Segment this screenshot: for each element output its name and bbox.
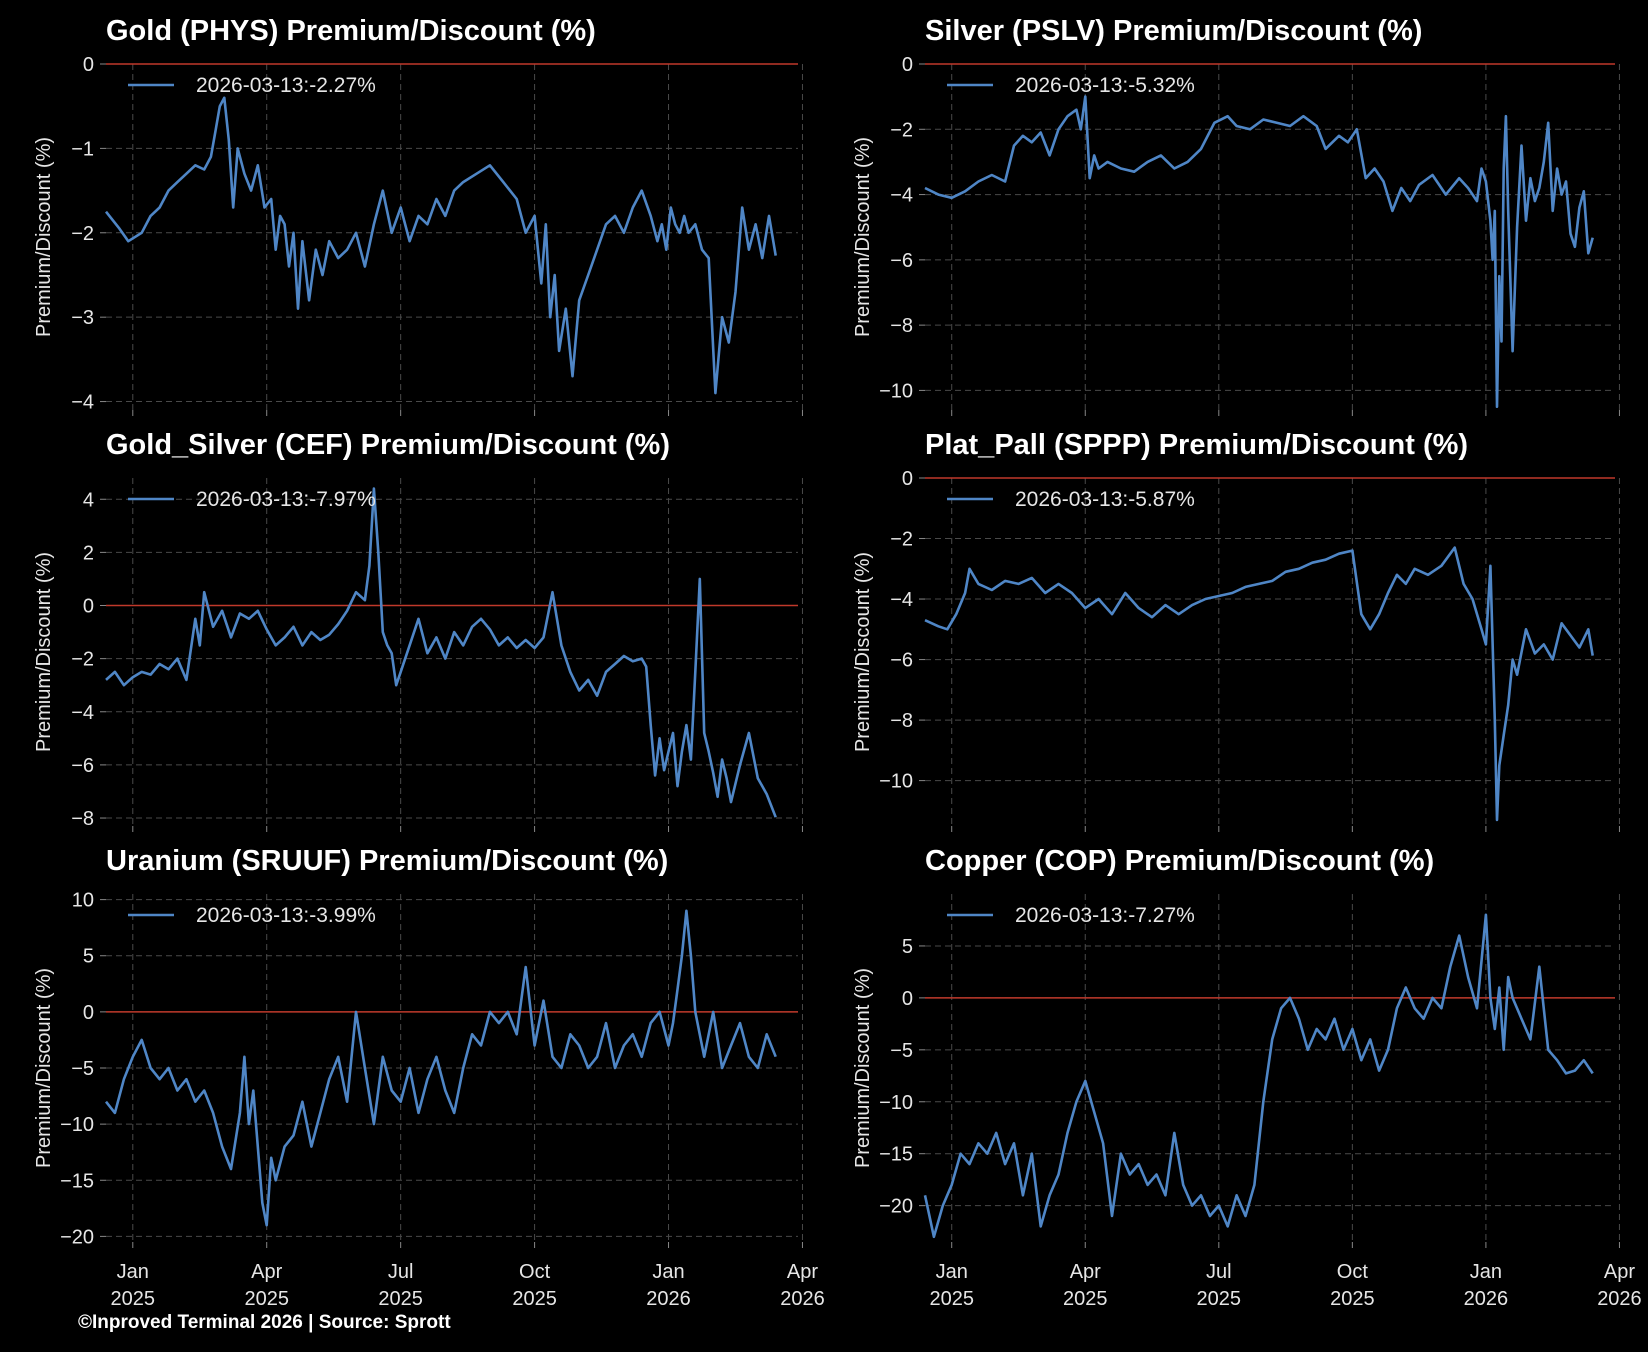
footer-credit: ©Inproved Terminal 2026 | Source: Sprott bbox=[78, 1312, 451, 1333]
y-tick-label: −4 bbox=[71, 702, 94, 724]
y-tick-label: −8 bbox=[71, 808, 94, 830]
y-tick-label: 0 bbox=[902, 54, 913, 76]
y-tick-label: −5 bbox=[71, 1058, 94, 1080]
y-tick-label: −6 bbox=[71, 755, 94, 777]
chart-title: Uranium (SRUUF) Premium/Discount (%) bbox=[106, 845, 668, 877]
legend-label: 2026-03-13:-3.99% bbox=[196, 904, 376, 927]
x-tick-label-year: 2025 bbox=[1197, 1288, 1242, 1310]
series-line bbox=[924, 546, 1594, 822]
y-tick-label: 0 bbox=[83, 596, 94, 618]
y-tick-label: −10 bbox=[60, 1114, 94, 1136]
y-tick-label: −2 bbox=[890, 119, 913, 141]
chart-panel-1: Gold (PHYS) Premium/Discount (%) 0 −1 −2 −3 −… bbox=[33, 15, 803, 416]
x-tick-label-month: Apr bbox=[787, 1261, 818, 1283]
x-tick-label-year: 2026 bbox=[1464, 1288, 1509, 1310]
y-tick-label: −4 bbox=[890, 185, 913, 207]
y-tick-label: −10 bbox=[879, 380, 913, 402]
y-tick-label: −20 bbox=[60, 1226, 94, 1248]
y-tick-label: −6 bbox=[890, 650, 913, 672]
y-tick-label: 10 bbox=[72, 890, 94, 912]
chart-title: Gold (PHYS) Premium/Discount (%) bbox=[106, 15, 596, 47]
y-tick-label: 0 bbox=[902, 468, 913, 490]
chart-panel-6: Copper (COP) Premium/Discount (%) 5 0 −5 −10… bbox=[852, 845, 1642, 1310]
x-tick-label-month: Jan bbox=[936, 1261, 968, 1283]
x-tick-label-year: 2025 bbox=[244, 1288, 289, 1310]
y-tick-label: 5 bbox=[83, 946, 94, 968]
y-tick-label: −8 bbox=[890, 315, 913, 337]
legend-label: 2026-03-13:-7.97% bbox=[196, 488, 376, 511]
y-tick-label: 0 bbox=[83, 1002, 94, 1024]
y-axis-label: Premium/Discount (%) bbox=[852, 968, 874, 1168]
chart-panel-4: Plat_Pall (SPPP) Premium/Discount (%) 0 −2… bbox=[852, 429, 1620, 832]
chart-title: Plat_Pall (SPPP) Premium/Discount (%) bbox=[925, 429, 1468, 461]
y-tick-label: −2 bbox=[890, 529, 913, 551]
legend-label: 2026-03-13:-5.32% bbox=[1015, 74, 1195, 97]
series-line bbox=[105, 487, 777, 818]
chart-panel-2: Silver (PSLV) Premium/Discount (%) 0 −2 −4 −… bbox=[852, 15, 1620, 416]
series-line bbox=[924, 95, 1594, 408]
legend-label: 2026-03-13:-2.27% bbox=[196, 74, 376, 97]
x-tick-label-year: 2025 bbox=[929, 1288, 974, 1310]
x-tick-label-year: 2025 bbox=[1063, 1288, 1108, 1310]
chart-panel-5: Uranium (SRUUF) Premium/Discount (%) 10 5 0… bbox=[33, 845, 825, 1310]
y-tick-label: −10 bbox=[879, 771, 913, 793]
x-tick-label-month: Apr bbox=[251, 1261, 282, 1283]
x-tick-label-year: 2026 bbox=[780, 1288, 825, 1310]
chart-panel-3: Gold_Silver (CEF) Premium/Discount (%) 4 2… bbox=[33, 429, 803, 832]
y-axis-label: Premium/Discount (%) bbox=[852, 137, 874, 337]
y-axis-label: Premium/Discount (%) bbox=[33, 552, 55, 752]
chart-title: Silver (PSLV) Premium/Discount (%) bbox=[925, 15, 1422, 47]
x-tick-label-month: Oct bbox=[1337, 1261, 1369, 1283]
y-tick-label: 0 bbox=[902, 988, 913, 1010]
y-tick-label: −4 bbox=[890, 589, 913, 611]
y-tick-label: 2 bbox=[83, 542, 94, 564]
y-tick-label: −8 bbox=[890, 710, 913, 732]
y-tick-label: −15 bbox=[60, 1170, 94, 1192]
x-tick-label-year: 2025 bbox=[111, 1288, 156, 1310]
y-tick-label: −20 bbox=[879, 1196, 913, 1218]
chart-title: Copper (COP) Premium/Discount (%) bbox=[925, 845, 1434, 877]
y-tick-label: 0 bbox=[83, 54, 94, 76]
x-tick-label-month: Jan bbox=[117, 1261, 149, 1283]
x-tick-label-year: 2026 bbox=[1597, 1288, 1642, 1310]
series-line bbox=[104, 909, 777, 1227]
y-tick-label: −2 bbox=[71, 223, 94, 245]
x-tick-label-year: 2025 bbox=[378, 1288, 423, 1310]
x-tick-label-month: Jul bbox=[1206, 1261, 1232, 1283]
chart-title: Gold_Silver (CEF) Premium/Discount (%) bbox=[106, 429, 670, 461]
y-axis-label: Premium/Discount (%) bbox=[33, 137, 55, 337]
y-tick-label: −5 bbox=[890, 1040, 913, 1062]
y-tick-label: −4 bbox=[71, 392, 94, 414]
y-tick-label: −10 bbox=[879, 1092, 913, 1114]
y-tick-label: 5 bbox=[902, 936, 913, 958]
legend-label: 2026-03-13:-7.27% bbox=[1015, 904, 1195, 927]
series-line bbox=[104, 96, 777, 395]
x-tick-label-month: Jul bbox=[388, 1261, 414, 1283]
y-axis-label: Premium/Discount (%) bbox=[852, 552, 874, 752]
series-line bbox=[923, 913, 1594, 1239]
y-tick-label: −2 bbox=[71, 649, 94, 671]
y-axis-label: Premium/Discount (%) bbox=[33, 968, 55, 1168]
x-tick-label-month: Apr bbox=[1604, 1261, 1635, 1283]
x-tick-label-month: Jan bbox=[1470, 1261, 1502, 1283]
y-tick-label: 4 bbox=[83, 489, 94, 511]
y-tick-label: −3 bbox=[71, 307, 94, 329]
x-tick-label-year: 2025 bbox=[1330, 1288, 1375, 1310]
y-tick-label: −6 bbox=[890, 250, 913, 272]
x-tick-label-month: Oct bbox=[519, 1261, 551, 1283]
x-tick-label-month: Apr bbox=[1070, 1261, 1101, 1283]
x-tick-label-year: 2026 bbox=[646, 1288, 691, 1310]
y-tick-label: −15 bbox=[879, 1144, 913, 1166]
y-tick-label: −1 bbox=[71, 138, 94, 160]
legend-label: 2026-03-13:-5.87% bbox=[1015, 488, 1195, 511]
x-tick-label-year: 2025 bbox=[512, 1288, 557, 1310]
x-tick-label-month: Jan bbox=[652, 1261, 684, 1283]
